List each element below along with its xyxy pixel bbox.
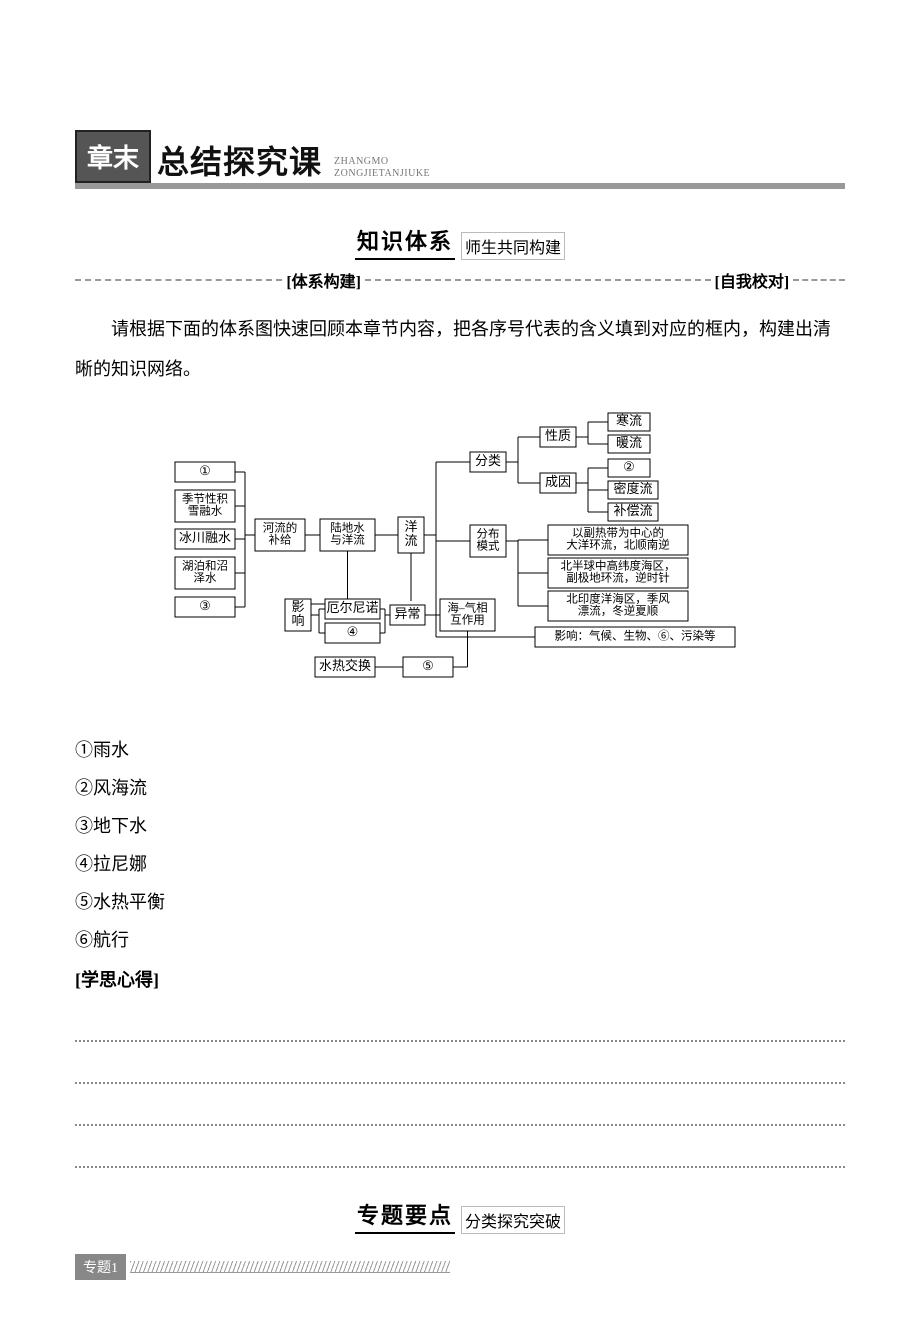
right-label: [自我校对]	[711, 268, 794, 292]
svg-text:分类: 分类	[475, 453, 501, 468]
answer-list: ①雨水 ②风海流 ③地下水 ④拉尼娜 ⑤水热平衡 ⑥航行	[75, 732, 845, 958]
intro-text: 请根据下面的体系图快速回顾本章节内容，把各序号代表的含义填到对应的框内，构建出清…	[75, 310, 845, 389]
answer-item: ②风海流	[75, 770, 845, 806]
section-topics-header: 专题要点 分类探究突破	[75, 1198, 845, 1234]
section-main: 专题要点	[355, 1198, 455, 1234]
svg-text:泽水: 泽水	[194, 572, 217, 585]
dashed-label-row: [体系构建] [自我校对]	[75, 268, 845, 292]
section-sub: 师生共同构建	[461, 232, 565, 260]
svg-text:北半球中高纬度海区，: 北半球中高纬度海区，	[561, 559, 676, 573]
svg-text:响: 响	[291, 613, 304, 628]
svg-text:漂流，冬逆夏顺: 漂流，冬逆夏顺	[578, 604, 659, 618]
svg-text:陆地水: 陆地水	[330, 521, 365, 535]
svg-text:①: ①	[199, 463, 211, 478]
answer-item: ③地下水	[75, 808, 845, 844]
answer-item: ⑤水热平衡	[75, 884, 845, 920]
svg-text:成因: 成因	[545, 474, 571, 489]
topic-1-bar: 专题1	[75, 1254, 845, 1280]
svg-text:副极地环流，逆时针: 副极地环流，逆时针	[566, 571, 670, 585]
svg-text:河流的: 河流的	[263, 521, 298, 535]
svg-text:③: ③	[199, 598, 211, 613]
topic-hatch-line	[130, 1261, 450, 1273]
svg-text:雪融水: 雪融水	[188, 505, 223, 518]
section-main: 知识体系	[355, 224, 455, 260]
svg-text:海–气相: 海–气相	[447, 601, 487, 615]
note-line	[75, 1044, 845, 1084]
svg-text:互作用: 互作用	[450, 614, 485, 627]
svg-text:流: 流	[404, 533, 417, 548]
svg-text:暖流: 暖流	[616, 435, 642, 450]
svg-text:季节性积: 季节性积	[182, 492, 228, 506]
svg-text:模式: 模式	[477, 540, 500, 553]
topic-badge: 专题1	[75, 1254, 126, 1280]
svg-text:异常: 异常	[394, 606, 420, 621]
svg-text:湖泊和沼: 湖泊和沼	[182, 559, 228, 573]
svg-text:补偿流: 补偿流	[613, 503, 652, 518]
svg-text:分布: 分布	[477, 528, 500, 541]
concept-map: ① 季节性积雪融水冰川融水湖泊和沼泽水 ③ 河流的补给 陆地水与洋流影响 厄尔尼诺 ④ 水热交…	[140, 407, 780, 707]
svg-text:大洋环流，北顺南逆: 大洋环流，北顺南逆	[566, 538, 670, 552]
svg-text:影: 影	[291, 599, 304, 614]
svg-text:洋: 洋	[404, 519, 417, 534]
svg-text:寒流: 寒流	[616, 413, 642, 428]
note-line	[75, 1086, 845, 1126]
svg-text:厄尔尼诺: 厄尔尼诺	[326, 600, 378, 615]
answer-item: ①雨水	[75, 732, 845, 768]
note-lines	[75, 1002, 845, 1168]
svg-text:④: ④	[347, 624, 359, 639]
svg-text:水热交换: 水热交换	[319, 658, 371, 673]
chapter-title-banner: 章末 总结探究课 ZHANGMO ZONGJIETANJIUKE	[75, 130, 845, 189]
svg-text:与洋流: 与洋流	[330, 533, 365, 547]
answer-item: ⑥航行	[75, 922, 845, 958]
chapter-pinyin: ZHANGMO ZONGJIETANJIUKE	[334, 156, 430, 180]
notes-heading: [学思心得]	[75, 966, 845, 992]
answer-item: ④拉尼娜	[75, 846, 845, 882]
svg-text:补给: 补给	[269, 534, 292, 547]
svg-text:⑤: ⑤	[422, 658, 434, 673]
left-label: [体系构建]	[282, 268, 365, 292]
svg-text:性质: 性质	[545, 428, 571, 443]
section-knowledge-header: 知识体系 师生共同构建	[75, 224, 845, 260]
svg-text:冰川融水: 冰川融水	[179, 530, 231, 545]
svg-text:密度流: 密度流	[613, 481, 652, 496]
svg-text:北印度洋海区，季风: 北印度洋海区，季风	[566, 592, 670, 606]
svg-text:影响：气候、生物、⑥、污染等: 影响：气候、生物、⑥、污染等	[555, 629, 716, 643]
note-line	[75, 1002, 845, 1042]
chapter-badge: 章末	[75, 130, 151, 183]
svg-text:②: ②	[623, 459, 635, 474]
chapter-title: 总结探究课	[157, 137, 322, 183]
svg-text:以副热带为中心的: 以副热带为中心的	[572, 526, 664, 540]
section-sub: 分类探究突破	[461, 1206, 565, 1234]
note-line	[75, 1128, 845, 1168]
